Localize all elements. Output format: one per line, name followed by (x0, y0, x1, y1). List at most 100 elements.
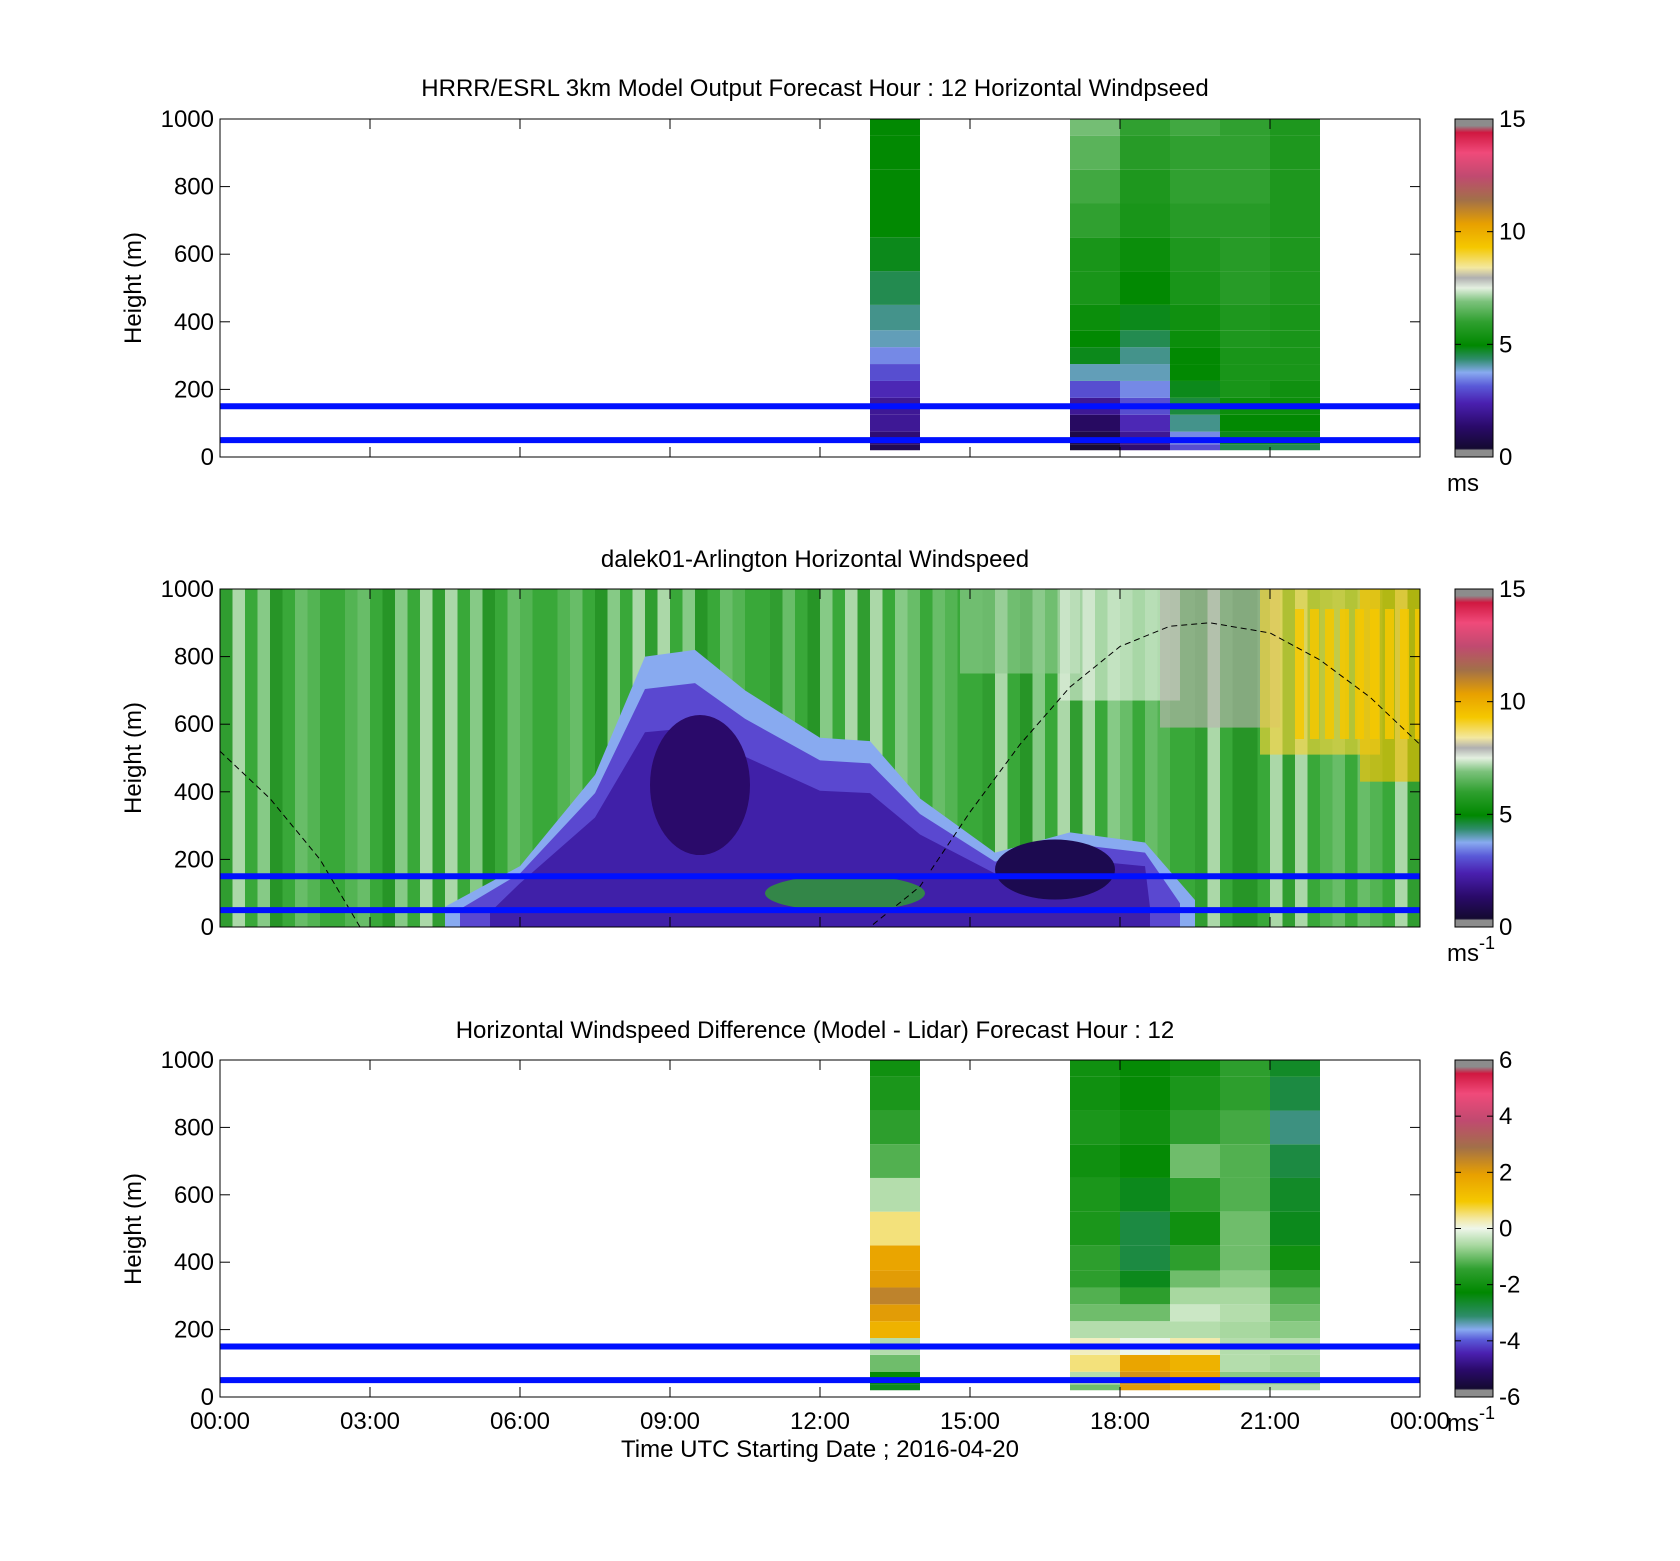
heatmap-cell (1170, 380, 1220, 398)
heatmap-cell (1120, 1304, 1170, 1322)
colorbar-gradient (1454, 588, 1494, 928)
heatmap-cell (870, 1144, 920, 1178)
heatmap-cell (1270, 330, 1320, 348)
heatmap-cell (1170, 1245, 1220, 1271)
high-wind-streak (1355, 609, 1364, 739)
colorbar-tick-label: 6 (1499, 1047, 1512, 1074)
colorbar-tick-label: 10 (1499, 219, 1526, 246)
high-wind-streak (1415, 609, 1420, 739)
heatmap-cell (1070, 304, 1120, 331)
heatmap-cell (1220, 380, 1270, 398)
heatmap-stripe (320, 589, 333, 927)
heatmap-cell (1170, 1110, 1220, 1145)
heatmap-cell (1120, 271, 1170, 305)
heatmap-cell (870, 1177, 920, 1212)
colorbar-tick-label: -2 (1499, 1272, 1520, 1299)
heatmap-cell (1120, 1211, 1170, 1246)
heatmap-cell (1270, 1245, 1320, 1271)
heatmap-stripe (470, 589, 483, 927)
heatmap-cells (870, 1060, 1320, 1391)
colorbar-unit: ms-1 (1447, 933, 1495, 967)
heatmap-cell (1270, 203, 1320, 238)
high-wind-streak (1310, 609, 1319, 739)
heatmap-cell (1170, 330, 1220, 348)
heatmap-cell (1270, 271, 1320, 305)
heatmap-cell (1120, 1287, 1170, 1305)
x-tick-label: 03:00 (340, 1408, 400, 1435)
heatmap-stripe (295, 589, 308, 927)
heatmap-cell (1270, 1110, 1320, 1145)
heatmap-stripe (370, 589, 383, 927)
colorbar-tick-label: 0 (1499, 914, 1512, 941)
heatmap-cell (1220, 1177, 1270, 1212)
y-axis: 0 200 400 600 800 1000 (161, 576, 1420, 941)
heatmap-cell (1220, 304, 1270, 331)
heatmap-cell (870, 203, 920, 238)
colorbar-unit-exponent: -1 (1479, 1403, 1495, 1423)
colorbar-tick-label: 15 (1499, 576, 1526, 603)
heatmap-cell (1070, 1245, 1120, 1271)
heatmap-cell (870, 1245, 920, 1271)
heatmap-cell (1070, 1354, 1120, 1372)
heatmap-cell (1170, 119, 1220, 136)
colorbar-tick-label: 5 (1499, 801, 1512, 828)
high-wind-streak (1400, 609, 1409, 739)
heatmap-cell (1120, 1060, 1170, 1077)
heatmap-cell (1120, 1354, 1170, 1372)
heatmap-cell (1070, 1060, 1120, 1077)
y-tick-label: 400 (174, 1249, 214, 1276)
heatmap-cell (1070, 1076, 1120, 1111)
y-tick-label: 400 (174, 779, 214, 806)
heatmap-cell (1220, 330, 1270, 348)
heatmap-cell (870, 347, 920, 365)
heatmap-cell (1070, 1144, 1120, 1178)
y-axis: 0 200 400 600 800 1000 (161, 106, 1420, 471)
heatmap-cell (1070, 414, 1120, 432)
near-surface-green (765, 875, 925, 912)
heatmap-cell (870, 169, 920, 204)
x-axis-label: Time UTC Starting Date ; 2016-04-20 (621, 1436, 1019, 1463)
heatmap-cell (870, 364, 920, 381)
panel-title: dalek01-Arlington Horizontal Windspeed (601, 546, 1029, 573)
heatmap-cell (1270, 414, 1320, 432)
heatmap-cell (870, 1384, 920, 1391)
heatmap-stripe (332, 589, 345, 927)
heatmap-stripe (232, 589, 245, 927)
heatmap-cell (1170, 1287, 1220, 1305)
heatmap-stripe (407, 589, 420, 927)
y-tick-label: 200 (174, 376, 214, 403)
heatmap-cell (1220, 119, 1270, 136)
heatmap-cell (1220, 364, 1270, 381)
y-tick-label: 0 (201, 1384, 214, 1411)
heatmap-cell (1170, 1321, 1220, 1339)
x-tick-label: 12:00 (790, 1408, 850, 1435)
heatmap-cell (1170, 1177, 1220, 1212)
heatmap-cell (870, 271, 920, 305)
heatmap-stripe (257, 589, 270, 927)
heatmap-cell (870, 1270, 920, 1288)
heatmap-stripe (432, 589, 445, 927)
heatmap-cell (1220, 169, 1270, 204)
y-tick-label: 800 (174, 1114, 214, 1141)
x-tick-label: 18:00 (1090, 1408, 1150, 1435)
heatmap-cell (1220, 414, 1270, 432)
heatmap-cell (870, 1211, 920, 1246)
heatmap-cell (1170, 347, 1220, 365)
heatmap-stripe (482, 589, 495, 927)
x-tick-label: 15:00 (940, 1408, 1000, 1435)
heatmap-stripe (245, 589, 258, 927)
heatmap-cell (1070, 271, 1120, 305)
heatmap-cell (1070, 1384, 1120, 1391)
heatmap-cell (1120, 304, 1170, 331)
heatmap-stripe (270, 589, 283, 927)
x-axis-ticks (219, 119, 1421, 457)
heatmap-cell (1070, 364, 1120, 381)
heatmap-cell (1270, 1304, 1320, 1322)
high-wind-streak (1340, 609, 1349, 739)
heatmap-cell (1120, 237, 1170, 272)
heatmap-cell (1120, 444, 1170, 451)
y-tick-label: 1000 (161, 106, 214, 133)
high-wind-streak (1370, 609, 1379, 739)
heatmap-stripe (307, 589, 320, 927)
heatmap-cell (1220, 203, 1270, 238)
